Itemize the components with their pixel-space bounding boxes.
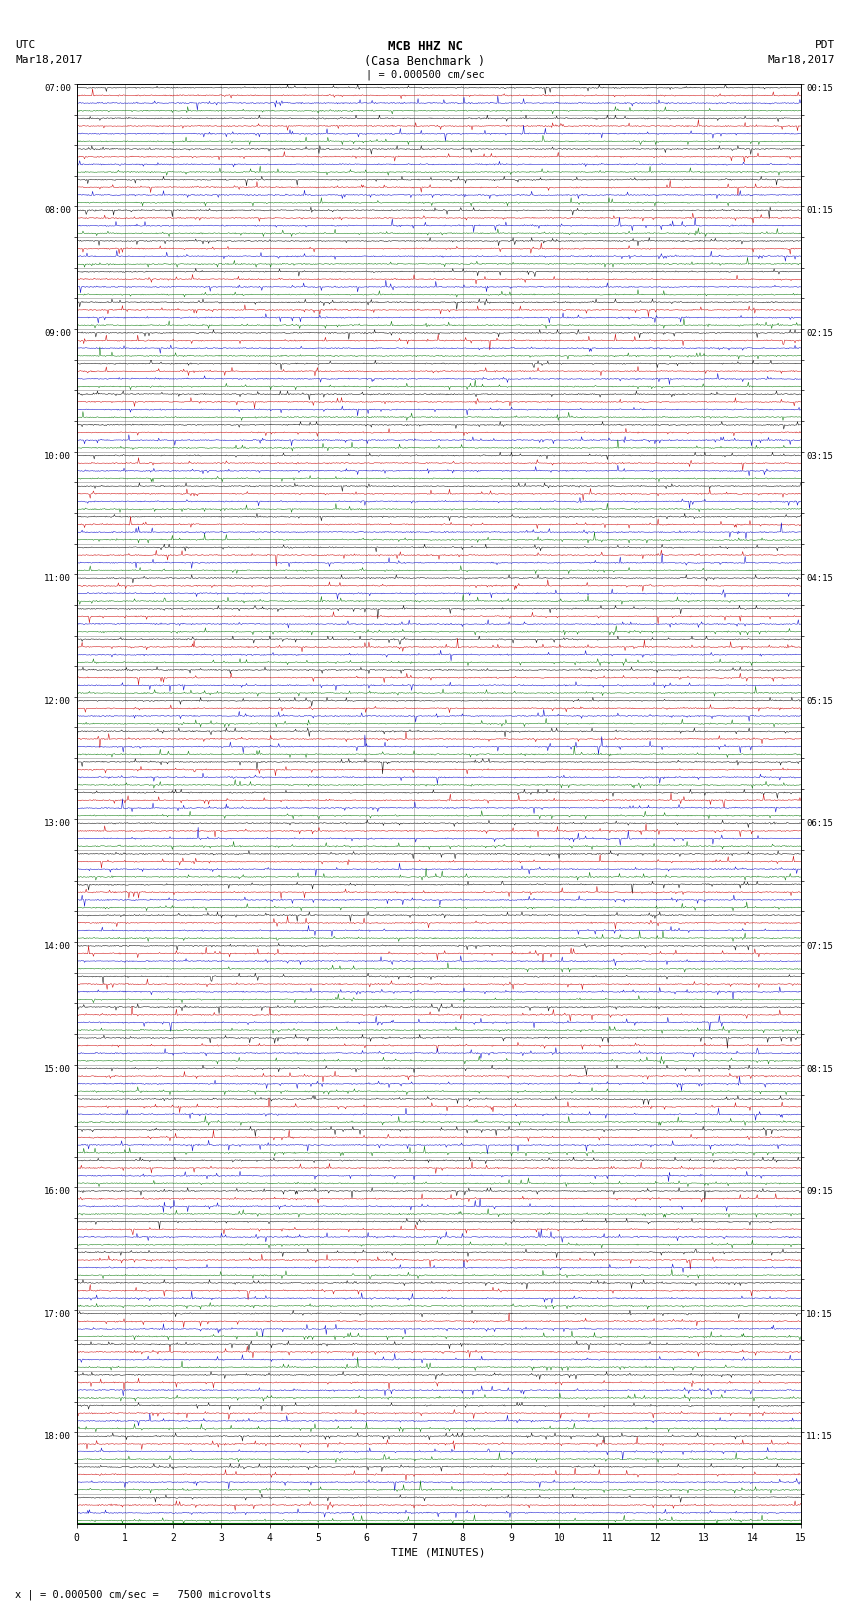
Text: PDT: PDT xyxy=(814,40,835,50)
X-axis label: TIME (MINUTES): TIME (MINUTES) xyxy=(391,1547,486,1558)
Text: MCB HHZ NC: MCB HHZ NC xyxy=(388,40,462,53)
Text: UTC: UTC xyxy=(15,40,36,50)
Text: Mar18,2017: Mar18,2017 xyxy=(768,55,835,65)
Text: (Casa Benchmark ): (Casa Benchmark ) xyxy=(365,55,485,68)
Text: Mar18,2017: Mar18,2017 xyxy=(15,55,82,65)
Text: | = 0.000500 cm/sec: | = 0.000500 cm/sec xyxy=(366,69,484,81)
Text: x | = 0.000500 cm/sec =   7500 microvolts: x | = 0.000500 cm/sec = 7500 microvolts xyxy=(15,1589,271,1600)
